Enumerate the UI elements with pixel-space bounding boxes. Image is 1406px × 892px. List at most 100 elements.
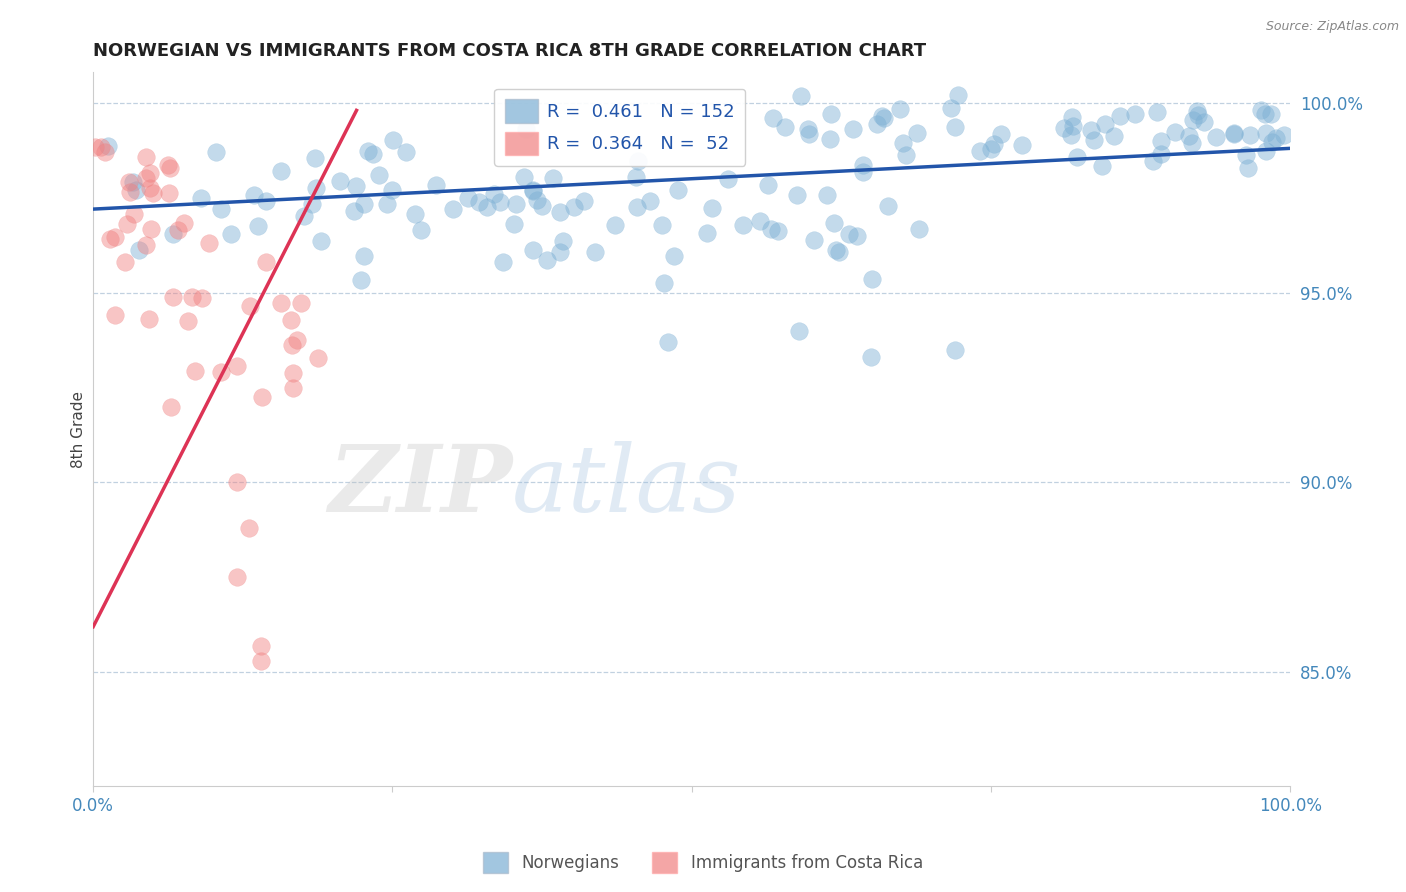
Point	[823, 216, 845, 230]
Point	[142, 186, 165, 200]
Text: NORWEGIAN VS IMMIGRANTS FROM COSTA RICA 8TH GRADE CORRELATION CHART: NORWEGIAN VS IMMIGRANTS FROM COSTA RICA …	[93, 42, 927, 60]
Point	[716, 172, 738, 186]
Point	[309, 235, 332, 249]
Point	[748, 214, 770, 228]
Point	[173, 215, 195, 229]
Point	[305, 180, 328, 194]
Point	[583, 244, 606, 259]
Point	[118, 175, 141, 189]
Point	[159, 186, 181, 200]
Legend: Norwegians, Immigrants from Costa Rica: Norwegians, Immigrants from Costa Rica	[477, 846, 929, 880]
Point	[468, 195, 491, 210]
Point	[815, 188, 838, 202]
Point	[1237, 161, 1260, 176]
Point	[797, 122, 820, 136]
Point	[733, 219, 755, 233]
Point	[846, 229, 869, 244]
Point	[382, 133, 405, 147]
Point	[209, 365, 232, 379]
Point	[1192, 115, 1215, 129]
Point	[482, 187, 505, 202]
Point	[773, 120, 796, 134]
Point	[1053, 120, 1076, 135]
Point	[1261, 135, 1284, 149]
Point	[122, 207, 145, 221]
Point	[1066, 150, 1088, 164]
Point	[870, 109, 893, 123]
Point	[1180, 136, 1202, 151]
Point	[254, 255, 277, 269]
Point	[1185, 103, 1208, 118]
Point	[488, 194, 510, 209]
Point	[1260, 106, 1282, 120]
Point	[93, 145, 115, 159]
Point	[159, 400, 181, 414]
Point	[329, 174, 352, 188]
Point	[1146, 104, 1168, 119]
Point	[411, 222, 433, 236]
Point	[225, 570, 247, 584]
Point	[838, 227, 860, 241]
Point	[522, 243, 544, 257]
Point	[522, 183, 544, 197]
Point	[135, 150, 157, 164]
Point	[889, 102, 911, 116]
Point	[353, 196, 375, 211]
Point	[191, 292, 214, 306]
Point	[1187, 108, 1209, 122]
Point	[457, 191, 479, 205]
Point	[1083, 133, 1105, 147]
Point	[657, 334, 679, 349]
Point	[367, 169, 389, 183]
Point	[789, 324, 811, 338]
Point	[249, 654, 271, 668]
Point	[304, 151, 326, 165]
Point	[766, 224, 789, 238]
Legend: R =  0.461   N = 152, R =  0.364   N =  52: R = 0.461 N = 152, R = 0.364 N = 52	[495, 88, 745, 166]
Point	[1109, 110, 1132, 124]
Point	[159, 161, 181, 176]
Point	[294, 209, 316, 223]
Point	[344, 179, 367, 194]
Point	[114, 255, 136, 269]
Point	[181, 290, 204, 304]
Point	[1223, 127, 1246, 141]
Point	[603, 218, 626, 232]
Point	[270, 163, 292, 178]
Point	[139, 181, 162, 195]
Point	[84, 139, 107, 153]
Point	[307, 351, 329, 366]
Point	[1062, 119, 1084, 133]
Point	[572, 194, 595, 208]
Point	[896, 148, 918, 162]
Point	[395, 145, 418, 160]
Point	[1094, 117, 1116, 131]
Point	[270, 295, 292, 310]
Point	[475, 200, 498, 214]
Point	[243, 187, 266, 202]
Point	[135, 170, 157, 185]
Point	[238, 521, 260, 535]
Point	[1205, 129, 1227, 144]
Point	[1163, 125, 1185, 139]
Point	[381, 183, 404, 197]
Point	[141, 221, 163, 235]
Point	[866, 117, 889, 131]
Point	[1142, 154, 1164, 169]
Text: Source: ZipAtlas.com: Source: ZipAtlas.com	[1265, 20, 1399, 33]
Point	[828, 244, 851, 259]
Point	[652, 276, 675, 290]
Point	[762, 111, 785, 125]
Point	[353, 249, 375, 263]
Point	[342, 204, 364, 219]
Point	[247, 219, 270, 233]
Point	[177, 314, 200, 328]
Point	[1060, 128, 1083, 143]
Point	[1123, 107, 1146, 121]
Point	[125, 184, 148, 198]
Point	[818, 132, 841, 146]
Point	[502, 217, 524, 231]
Point	[492, 255, 515, 269]
Point	[512, 170, 534, 185]
Point	[825, 243, 848, 257]
